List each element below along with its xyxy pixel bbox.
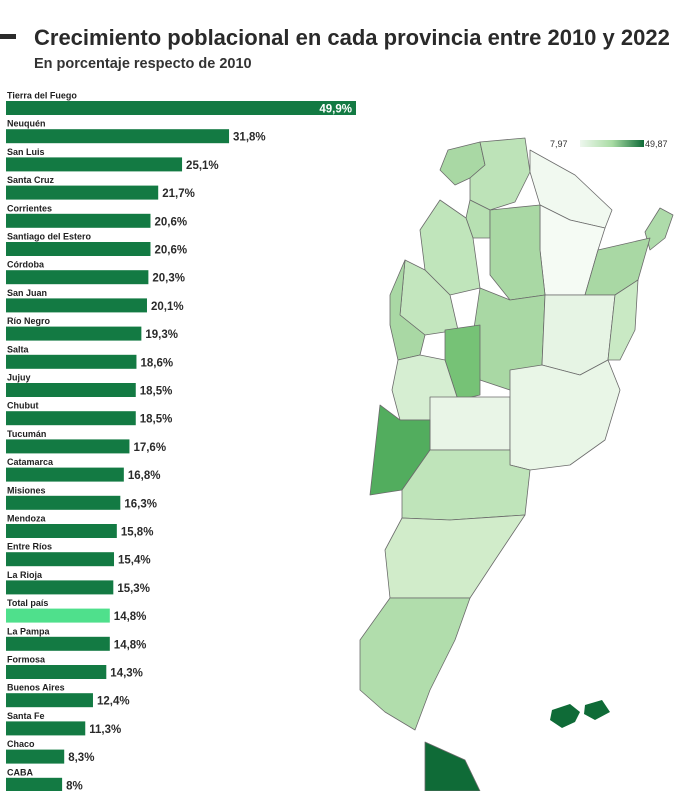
bar	[6, 721, 86, 736]
bar	[6, 101, 356, 115]
bar-label: Tierra del Fuego	[7, 91, 77, 101]
bar-value-label: 14,8%	[114, 611, 147, 623]
bar-value-label: 14,8%	[114, 639, 147, 651]
bar-value-label: 8%	[66, 780, 83, 791]
bar-value-label: 16,3%	[124, 498, 157, 510]
bar-label: Salta	[7, 344, 30, 354]
bar	[6, 693, 93, 708]
bar	[6, 242, 151, 256]
bar-value-label: 18,5%	[140, 386, 173, 398]
bar	[6, 129, 230, 144]
bar	[6, 411, 136, 426]
bar-value-label: 21,7%	[162, 188, 195, 200]
bar-label: Buenos Aires	[7, 683, 65, 693]
bar-value-label: 15,3%	[117, 583, 150, 595]
bar-label: Catamarca	[7, 457, 54, 467]
bar-value-label: 18,6%	[140, 357, 173, 369]
bar-value-label: 17,6%	[133, 442, 166, 454]
bar	[6, 636, 110, 651]
bar	[6, 552, 115, 567]
bar	[6, 439, 130, 454]
bar-label: Misiones	[7, 485, 46, 495]
bar-value-label: 15,8%	[121, 527, 154, 539]
bar-label: La Pampa	[7, 626, 51, 636]
bar	[6, 665, 107, 679]
bar	[6, 270, 149, 285]
bar-value-label: 11,3%	[89, 724, 121, 736]
bar	[6, 185, 159, 200]
bar-label: Mendoza	[7, 514, 46, 524]
bar-label: Total país	[7, 598, 48, 608]
bar-value-label: 8,3%	[68, 752, 94, 764]
map-misiones	[644, 207, 674, 251]
bar-label: Chaco	[7, 739, 35, 749]
bar-value-label: 14,3%	[110, 668, 143, 680]
bar-value-label: 49,9%	[319, 104, 352, 116]
bar	[6, 495, 121, 510]
bar	[6, 580, 114, 595]
map-entre-rios	[607, 279, 639, 361]
bar-label: Santa Fe	[7, 711, 45, 721]
bar-value-label: 20,1%	[151, 301, 184, 313]
map-legend: 7,97 49,87	[550, 137, 675, 157]
bar-value-label: 31,8%	[233, 132, 266, 144]
map-la-pampa	[429, 396, 511, 451]
map-chubut	[384, 514, 526, 599]
bar-chart: Tierra del Fuego 49,9% Neuquén 31,8% San Lui…	[6, 91, 356, 791]
bar	[6, 326, 142, 341]
map-tucuman	[465, 199, 491, 239]
bar-label: San Luis	[7, 147, 45, 157]
map-san-juan	[389, 259, 426, 361]
map-catamarca	[419, 199, 481, 296]
bar	[6, 383, 136, 397]
legend-min-label: 7,97	[550, 139, 568, 149]
bar	[6, 749, 65, 764]
bar-value-label: 20,6%	[154, 216, 187, 228]
bar-value-label: 15,4%	[118, 555, 151, 567]
bar-label: Chubut	[7, 401, 39, 411]
bar-value-label: 19,3%	[145, 329, 178, 341]
bar-label: Jujuy	[7, 373, 31, 383]
bar-value-label: 25,1%	[186, 160, 219, 172]
map-buenos-aires	[509, 359, 621, 471]
map-santa-cruz	[359, 597, 471, 731]
bar-label: CABA	[7, 767, 33, 777]
bar-label: Neuquén	[7, 119, 46, 129]
bar	[6, 777, 63, 791]
bar-label: Corrientes	[7, 203, 52, 213]
bar	[6, 608, 110, 623]
bar-label: San Juan	[7, 288, 47, 298]
bar-label: Río Negro	[7, 316, 51, 326]
bar-label: Tucumán	[7, 429, 46, 439]
bar-value-label: 20,6%	[154, 245, 187, 257]
bar-value-label: 20,3%	[152, 273, 185, 285]
map-santiago-del-estero	[489, 204, 546, 301]
chart-subtitle: En porcentaje respecto de 2010	[34, 56, 252, 72]
map-tierra-del-fuego	[424, 741, 481, 792]
bar-value-label: 16,8%	[128, 470, 161, 482]
bar	[6, 213, 151, 228]
legend-max-label: 49,87	[645, 139, 668, 149]
map-islas-malvinas	[550, 700, 610, 728]
bar-label: Córdoba	[7, 260, 45, 270]
bar	[6, 467, 124, 482]
bar	[6, 298, 147, 313]
bar-label: Santa Cruz	[7, 175, 55, 185]
chart-title: Crecimiento poblacional en cada provinci…	[34, 25, 670, 50]
bar-label: Formosa	[7, 655, 46, 665]
bar	[6, 157, 183, 172]
bar-value-label: 12,4%	[97, 696, 130, 708]
bar	[6, 524, 117, 538]
bar-label: La Rioja	[7, 570, 43, 580]
argentina-map	[330, 120, 685, 792]
bar	[6, 354, 137, 369]
bar-label: Entre Ríos	[7, 542, 52, 552]
legend-gradient	[580, 140, 644, 147]
title-accent-bar	[0, 34, 16, 39]
bar-value-label: 18,5%	[140, 414, 173, 426]
bar-label: Santiago del Estero	[7, 232, 92, 242]
